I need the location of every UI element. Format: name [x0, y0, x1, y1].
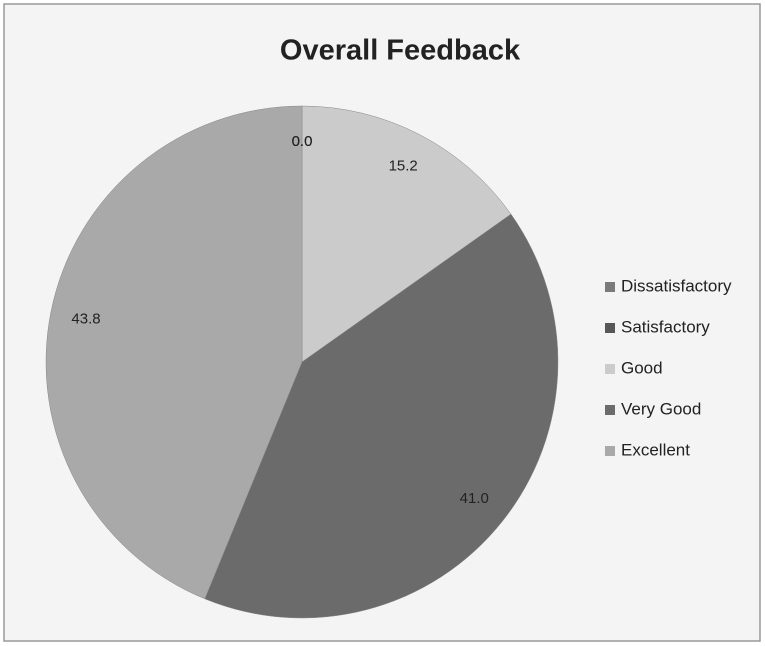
legend-label: Very Good: [621, 399, 701, 418]
legend-label: Satisfactory: [621, 317, 710, 336]
pie-slice: [204, 213, 559, 619]
legend-swatch: [605, 323, 615, 333]
pie-slice: [45, 105, 303, 600]
legend-swatch: [605, 364, 615, 374]
legend-label: Dissatisfactory: [621, 276, 732, 295]
data-label: 41.0: [460, 490, 489, 507]
legend-label: Excellent: [621, 440, 690, 459]
data-label: 15.2: [389, 157, 418, 174]
pie-slice: [301, 105, 512, 363]
data-label: 0.0: [292, 133, 313, 150]
legend-label: Good: [621, 358, 663, 377]
legend-swatch: [605, 446, 615, 456]
legend-swatch: [605, 282, 615, 292]
data-label: 0.0: [292, 133, 313, 150]
data-label: 43.8: [71, 310, 100, 327]
chart-title: Overall Feedback: [280, 35, 521, 67]
legend-swatch: [605, 405, 615, 415]
